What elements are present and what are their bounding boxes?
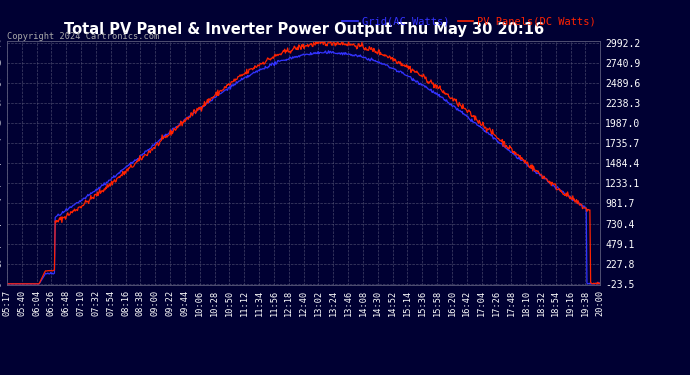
Title: Total PV Panel & Inverter Power Output Thu May 30 20:16: Total PV Panel & Inverter Power Output T… — [63, 22, 544, 37]
Text: Copyright 2024 Cartronics.com: Copyright 2024 Cartronics.com — [7, 32, 159, 41]
Legend: Grid(AC Watts), PV Panels(DC Watts): Grid(AC Watts), PV Panels(DC Watts) — [338, 12, 600, 30]
